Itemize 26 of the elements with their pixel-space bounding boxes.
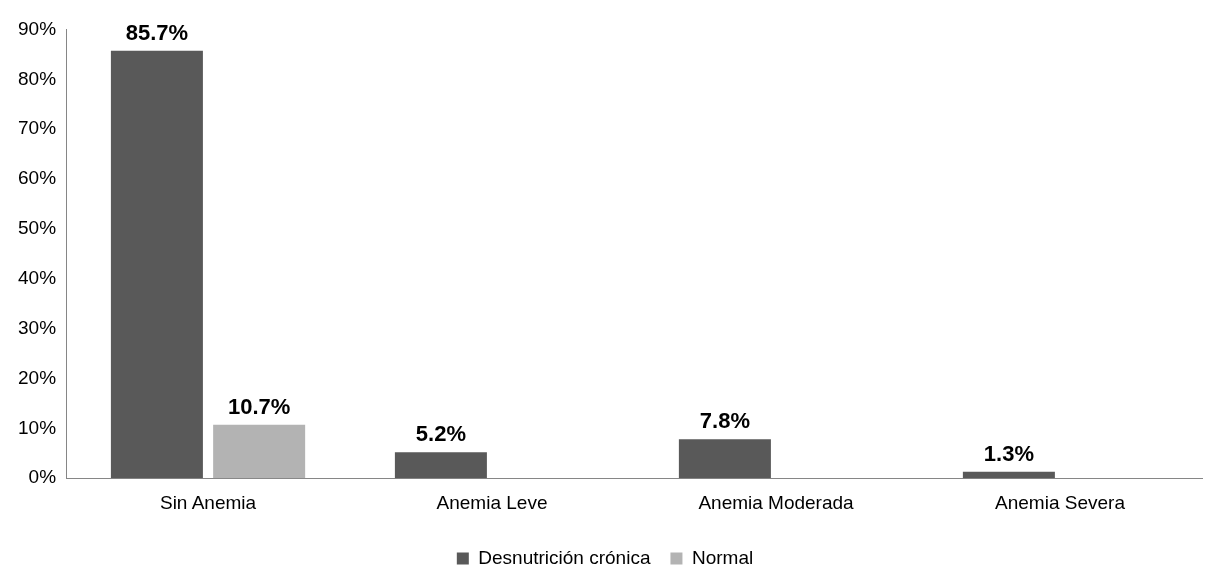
y-tick-label: 20% [18, 366, 57, 388]
y-tick-label: 70% [18, 117, 57, 139]
bar [110, 50, 203, 479]
y-tick-label: 90% [18, 17, 57, 39]
bar [394, 452, 487, 479]
x-tick-label: Sin Anemia [159, 491, 257, 513]
y-tick-label: 80% [18, 67, 57, 89]
bar [678, 439, 771, 479]
y-tick-label: 0% [28, 466, 57, 488]
y-tick-label: 60% [18, 167, 57, 189]
data-label: 85.7% [125, 19, 189, 45]
bar [213, 424, 306, 479]
x-tick-label: Anemia Leve [436, 491, 548, 513]
y-tick-label: 30% [18, 316, 57, 338]
y-tick-label: 50% [18, 217, 57, 239]
data-label: 10.7% [227, 393, 291, 419]
data-label: 7.8% [699, 408, 750, 434]
legend-label: Desnutrición crónica [478, 546, 651, 568]
bar [962, 471, 1055, 479]
x-tick-label: Anemia Moderada [698, 491, 855, 513]
x-tick-label: Anemia Severa [995, 491, 1126, 513]
data-label: 1.3% [983, 440, 1034, 466]
legend-label: Normal [691, 546, 754, 568]
data-label: 5.2% [415, 421, 466, 447]
y-tick-label: 10% [18, 416, 57, 438]
y-tick-label: 40% [18, 266, 57, 288]
